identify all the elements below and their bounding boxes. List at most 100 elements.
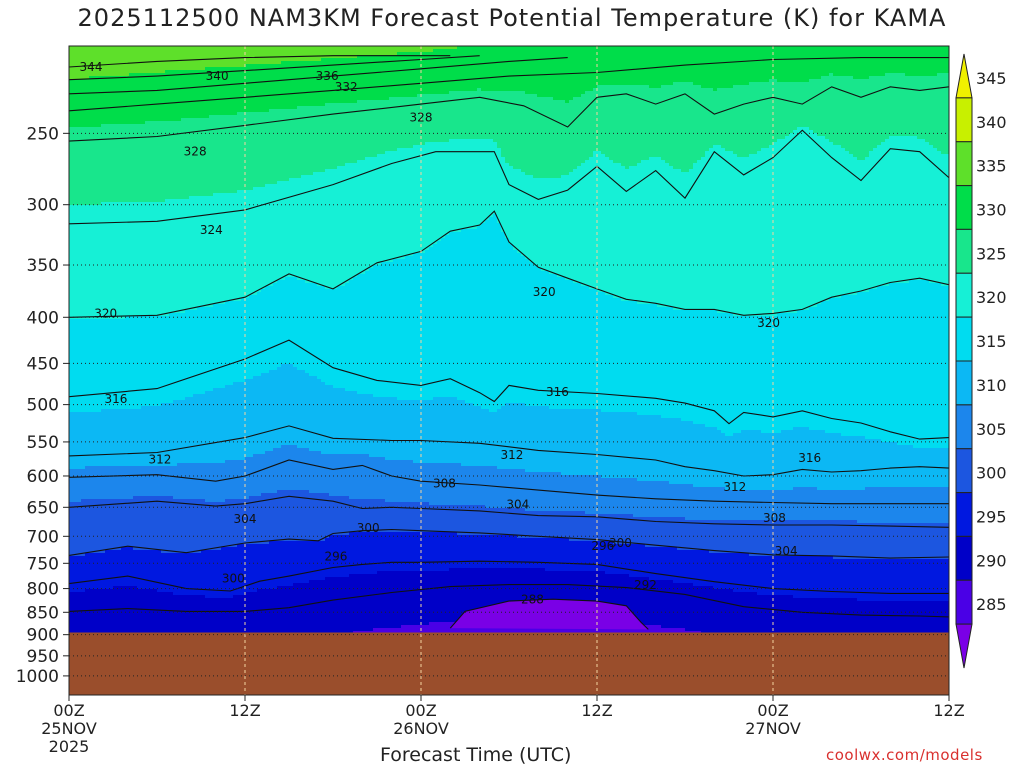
contour-label-text: 344 [80,60,103,74]
contour-label-text: 312 [148,452,171,466]
contour-label: 300 [222,572,245,586]
y-tick-label: 900 [27,626,59,646]
contour-label: 292 [634,578,657,592]
contour-label-text: 320 [94,306,117,320]
contour-label: 320 [94,306,117,320]
contour-label: 300 [609,536,632,550]
temperature-fill [69,46,949,695]
colorbar-swatch [955,272,973,318]
contour-line [69,584,949,618]
colorbar-tick-label: 340 [976,113,1007,132]
cold-pocket-288 [450,599,649,630]
x-tick-label: 00Z [405,701,436,720]
contour-label-text: 316 [546,385,569,399]
credit-text: coolwx.com/models [826,746,983,764]
contour-label: 308 [763,511,786,525]
contour-label-text: 312 [723,480,746,494]
contour-label: 324 [200,223,223,237]
contour-label-text: 308 [763,511,786,525]
contour-line [69,129,949,225]
colorbar-tick-label: 315 [976,332,1007,351]
y-tick-label: 800 [27,580,59,600]
y-tick-label: 1000 [16,667,59,687]
colorbar-swatch [955,404,973,450]
y-tick-label: 450 [27,354,59,374]
contour-label: 304 [775,544,798,558]
colorbar-tick-label: 290 [976,551,1007,570]
colorbar-tick-label: 310 [976,376,1007,395]
contour-label: 300 [357,521,380,535]
contour-label: 312 [148,452,171,466]
y-tick-label: 950 [27,647,59,667]
y-tick-labels: 250 300 350 400 450 500 550 600 650 700 750 800 850 9… [16,124,69,687]
y-tick-label: 300 [27,196,59,216]
x-tick-label: 00Z [53,701,84,720]
contour-label: 316 [546,385,569,399]
ground-rect [69,632,949,695]
contour-label: 316 [798,451,821,465]
contour-label-text: 340 [206,69,229,83]
contour-label-text: 324 [200,223,223,237]
contour-label-text: 328 [184,145,207,159]
colorbar-swatch [955,185,973,230]
y-tick-label: 600 [27,467,59,487]
x-axis-label: Forecast Time (UTC) [380,744,572,766]
contour-label-text: 320 [757,316,780,330]
y-tick-label: 500 [27,396,59,416]
x-tick-label: 25NOV [41,719,97,738]
x-tick-label: 27NOV [745,719,801,738]
contour-label: 316 [104,392,127,406]
x-tick-label: 12Z [229,701,260,720]
contour-label: 304 [506,497,529,511]
y-tick-label: 850 [27,603,59,623]
colorbar-swatch [955,53,973,99]
contour-label-text: 300 [357,521,380,535]
colorbar-tick-label: 335 [976,157,1007,176]
contour-line [69,55,480,81]
x-tick-label: 26NOV [393,719,449,738]
contour-label-text: 308 [433,477,456,491]
contour-line [69,57,949,112]
y-tick-label: 400 [27,308,59,328]
contour-line [69,57,568,95]
contour-label-text: 316 [798,451,821,465]
contour-label-text: 328 [410,110,433,124]
contour-label: 320 [757,316,780,330]
colorbar-swatch [955,448,973,494]
y-tick-label: 250 [27,124,59,144]
contour-label-text: 296 [324,549,347,563]
colorbar-swatch [955,492,973,537]
y-tick-label: 350 [27,256,59,276]
contour-label-text: 336 [316,69,339,83]
plot-frame [68,45,950,696]
colorbar-swatch [955,316,973,362]
y-tick-label: 700 [27,527,59,547]
contour-label: 288 [521,593,544,607]
contour-label: 328 [410,110,433,124]
colorbar-swatch [955,97,973,143]
x-tick-label: 12Z [933,701,964,720]
colorbar-tick-label: 320 [976,288,1007,307]
colorbar-swatch [955,535,973,581]
contour-label: 336 [316,69,339,83]
contour-label-text: 320 [533,285,556,299]
colorbar-tick-label: 325 [976,244,1007,263]
contour-label-text: 300 [222,572,245,586]
contour-label: 344 [80,60,103,74]
contour-line [69,86,949,142]
contour-label: 340 [206,69,229,83]
grid-lines [69,46,949,695]
contour-label-text: 288 [521,593,544,607]
colorbar-swatch [955,579,973,625]
colorbar-tick-label: 295 [976,508,1007,527]
colorbar-tick-label: 305 [976,420,1007,439]
contour-line [69,425,949,477]
contour-line [69,55,451,68]
contour-label: 320 [533,285,556,299]
y-tick-label: 550 [27,433,59,453]
contour-label-text: 312 [500,448,523,462]
contour-label: 332 [335,80,358,94]
colorbar-swatch [955,360,973,406]
